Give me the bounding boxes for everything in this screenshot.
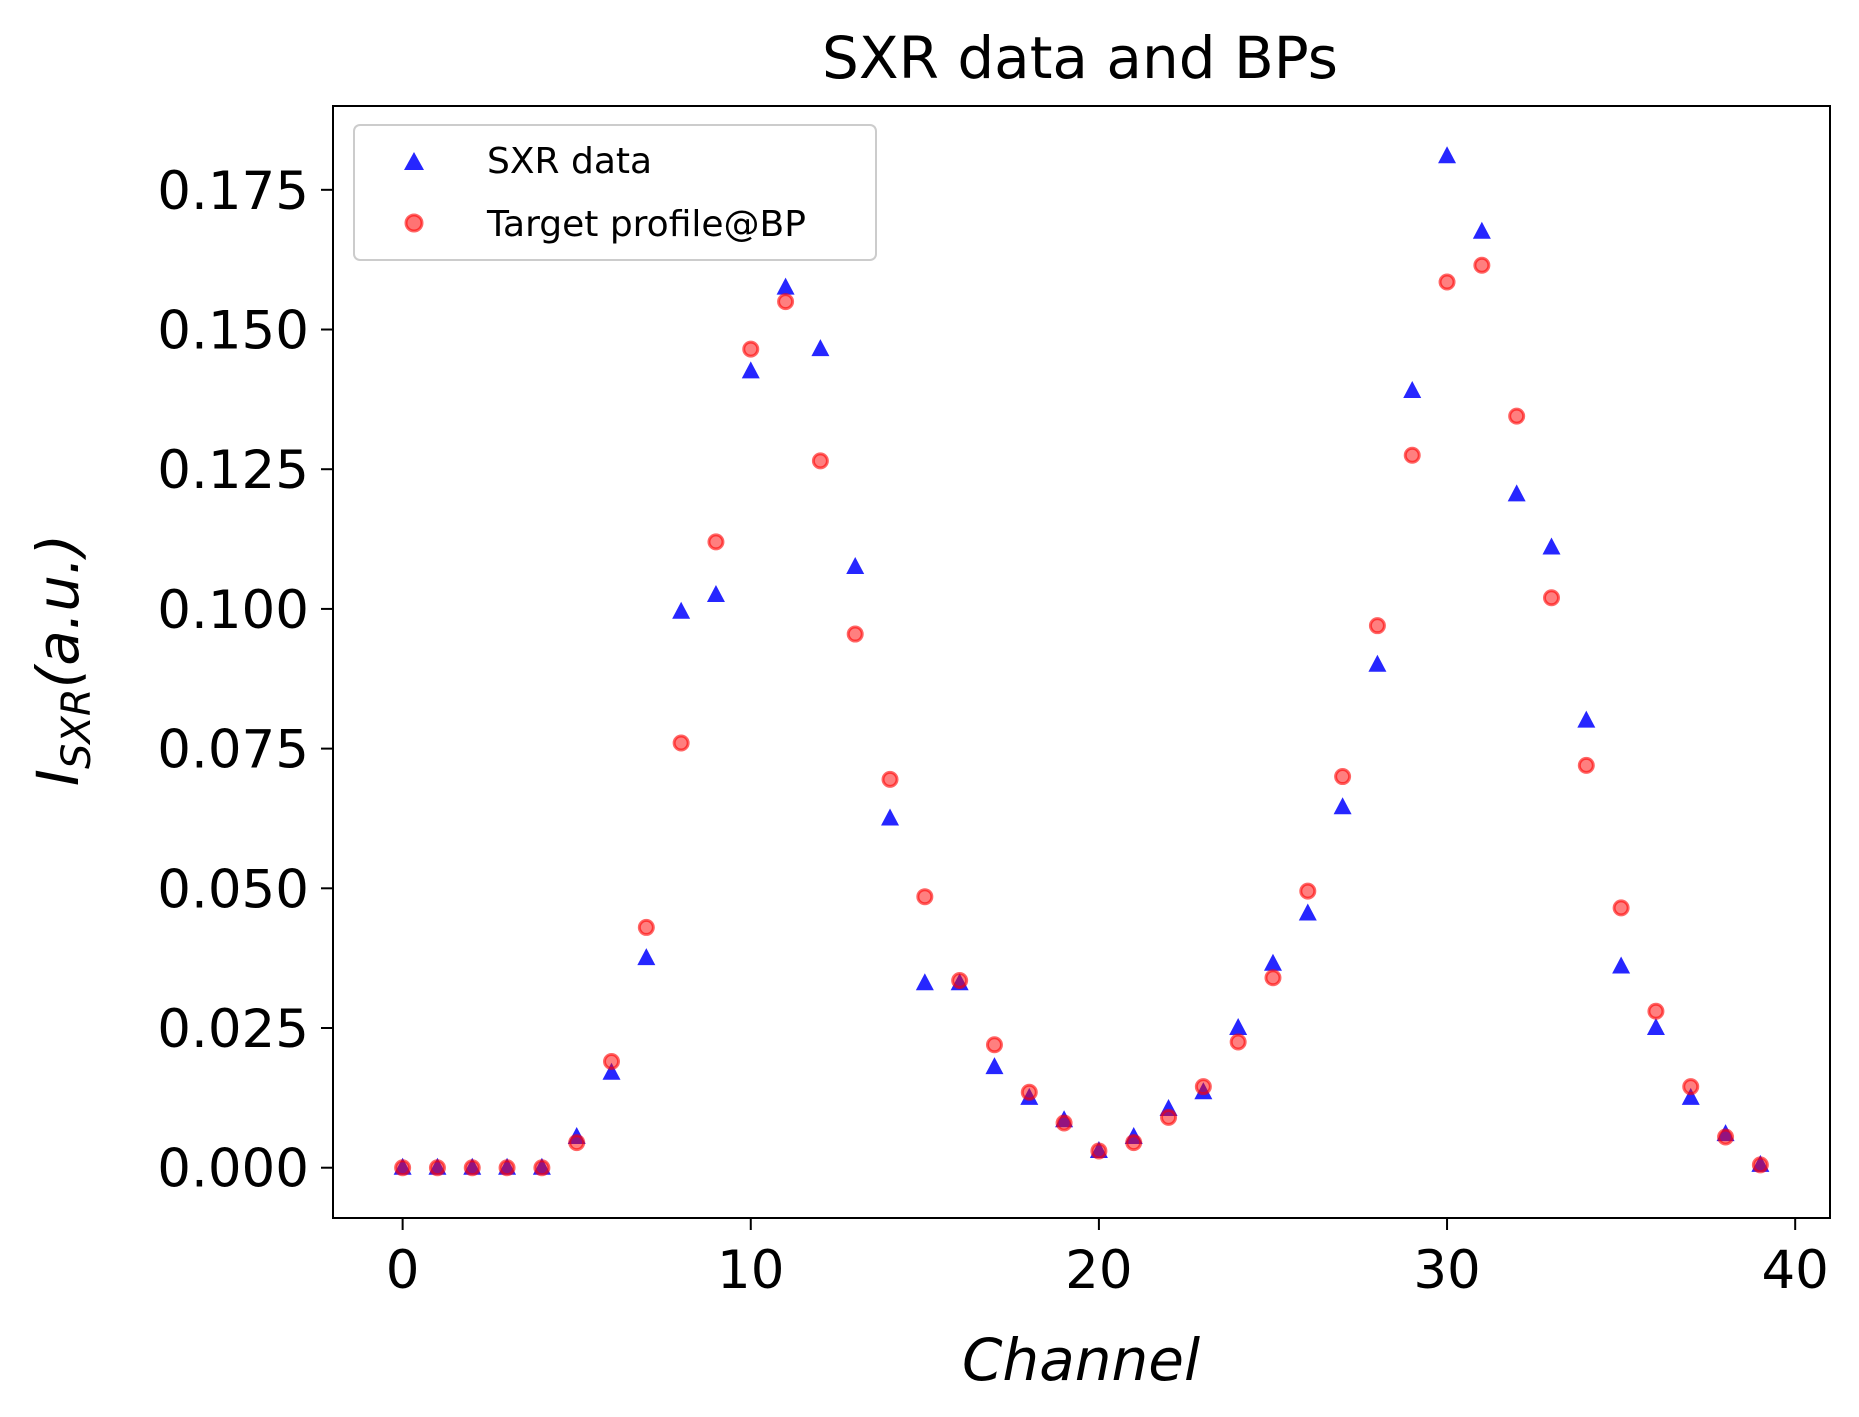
target-profile-point [1751,1156,1769,1174]
sxr-data-point [1229,1018,1248,1036]
target-profile-point [1473,256,1491,274]
legend-label-sxr-data: SXR data [487,141,652,182]
y-tick-label: 0.150 [157,301,309,362]
y-axis-label-main: I [24,769,92,786]
target-profile-point [672,734,690,752]
y-axis-ticks: 0.000 0.025 0.050 0.075 0.100 0.125 0.150 0.175 [157,161,333,1200]
target-profile-point [463,1159,481,1177]
legend-label-target-profile: Target profile@BP [486,204,806,245]
target-profile-point [916,888,934,906]
x-tick-label: 0 [386,1240,420,1301]
target-profile-point [498,1159,516,1177]
target-profile-point [1438,273,1456,291]
y-axis-label-subscript: SXR [54,688,100,769]
target-profile-point [533,1159,551,1177]
target-profile-point [428,1159,446,1177]
sxr-data-point [846,557,865,575]
sxr-data-point [602,1062,621,1080]
target-profile-point [1368,617,1386,635]
target-profile-point [568,1134,586,1152]
target-profile-point [394,1159,412,1177]
series-sxr-data [393,146,1770,1175]
series-target-profile [394,256,1769,1177]
sxr-data-point [1577,710,1596,728]
y-tick-label: 0.175 [157,161,309,222]
target-profile-point [1055,1114,1073,1132]
legend-marker-target-profile [404,213,424,233]
y-tick-label: 0.125 [157,440,309,501]
target-profile-point [707,533,725,551]
target-profile-point [603,1053,621,1071]
legend: SXR data Target profile@BP [353,124,877,261]
target-profile-point [1090,1142,1108,1160]
x-tick-label: 20 [1065,1240,1132,1301]
sxr-data-point [915,973,934,991]
target-profile-point [1299,882,1317,900]
y-tick-label: 0.025 [157,999,309,1060]
y-tick-label: 0.100 [157,580,309,641]
sxr-data-point [881,808,900,826]
target-profile-point [985,1036,1003,1054]
target-profile-point [1403,446,1421,464]
x-tick-label: 10 [717,1240,784,1301]
sxr-data-point [1298,903,1317,921]
target-profile-point [1125,1134,1143,1152]
sxr-data-point [1612,956,1631,974]
target-profile-point [637,918,655,936]
sxr-data-point [1507,484,1526,502]
y-axis-label: ISXR(a.u.) [24,534,100,786]
target-profile-point [1229,1033,1247,1051]
sxr-data-point [811,339,830,357]
plot-frame [332,105,1831,1219]
sxr-data-point [706,584,725,602]
target-profile-point [1577,756,1595,774]
target-profile-point [1542,589,1560,607]
sxr-data-point [1472,221,1491,239]
sxr-data-point [1333,797,1352,815]
legend-marker-sxr-data [404,152,424,170]
target-profile-point [1682,1078,1700,1096]
sxr-data-point [985,1057,1004,1075]
sxr-data-point [637,948,656,966]
sxr-data-point [1403,380,1422,398]
chart-title: SXR data and BPs [822,24,1338,92]
x-tick-label: 40 [1761,1240,1828,1301]
target-profile-point [846,625,864,643]
plot-area [393,146,1770,1177]
x-tick-label: 30 [1413,1240,1480,1301]
target-profile-point [1612,899,1630,917]
target-profile-point [881,770,899,788]
target-profile-point [1334,768,1352,786]
sxr-data-point [1646,1018,1665,1036]
sxr-data-point [1681,1087,1700,1105]
target-profile-point [1647,1002,1665,1020]
target-profile-point [742,340,760,358]
y-axis-label-rest: (a.u.) [24,534,92,688]
x-axis-label: Channel [962,1326,1200,1394]
sxr-data-point [672,601,691,619]
target-profile-point [1264,969,1282,987]
sxr-data-point [1542,537,1561,555]
target-profile-point [1194,1078,1212,1096]
target-profile-point [951,972,969,990]
sxr-data-point [1368,654,1387,672]
y-tick-label: 0.050 [157,859,309,920]
target-profile-point [1020,1083,1038,1101]
y-tick-label: 0.075 [157,720,309,781]
sxr-data-point [1263,953,1282,971]
x-axis-ticks: 0 10 20 30 40 [386,1218,1829,1301]
svg-text:ISXR(a.u.): ISXR(a.u.) [24,534,100,786]
sxr-data-point [1438,146,1457,164]
target-profile-point [1508,407,1526,425]
target-profile-point [1717,1128,1735,1146]
sxr-data-point [776,277,795,295]
sxr-data-point [741,361,760,379]
legend-frame [353,124,877,261]
target-profile-point [811,452,829,470]
target-profile-point [777,293,795,311]
target-profile-point [1160,1108,1178,1126]
y-tick-label: 0.000 [157,1139,309,1200]
